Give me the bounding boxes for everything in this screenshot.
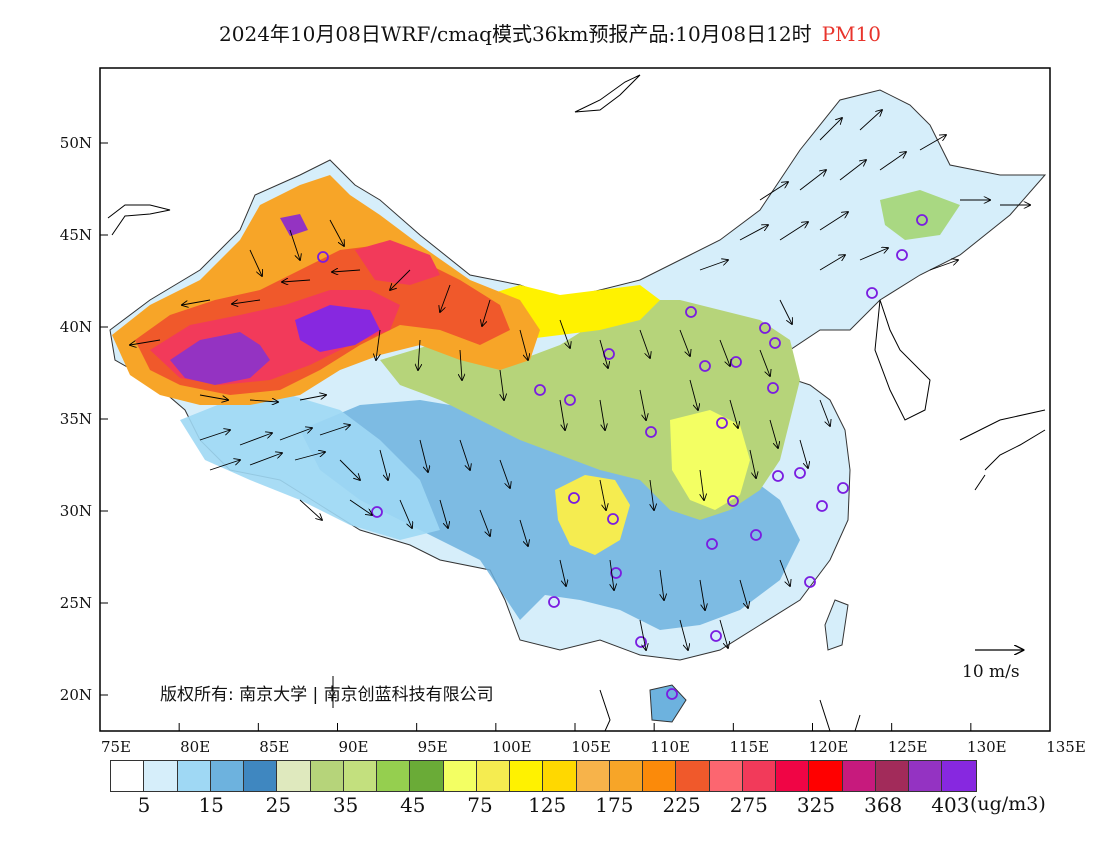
field-yellow-central [670,410,750,510]
taiwan-island [824,599,849,651]
field-yellow-sichuan [555,475,630,555]
x-tick-label: 135E [1046,738,1086,756]
colorbar-swatch [742,761,776,791]
colorbar-label: 25 [265,793,292,817]
colorbar-swatch [809,761,843,791]
field-purple-east [295,305,380,352]
x-axis: 75E 80E 85E 90E 95E 100E 105E 110E 115E 120E 125E 1… [99,723,1086,756]
x-tick-label: 130E [967,738,1007,756]
colorbar-swatch [277,761,311,791]
colorbar-swatch [244,761,278,791]
y-axis: 20N 25N 30N 35N 40N 45N 50N [60,134,108,704]
y-tick-label: 35N [60,410,92,428]
colorbar-swatch [443,761,477,791]
colorbar-label: 15 [198,793,224,817]
colorbar-swatch [776,761,810,791]
colorbar-label: 125 [528,793,567,817]
y-tick-label: 50N [60,134,92,152]
x-tick-label: 115E [730,738,770,756]
colorbar-label: 75 [467,793,493,817]
lake-balkhash [107,204,171,236]
colorbar-label: 45 [400,793,426,817]
lake-baikal [574,74,641,113]
colorbar-swatch [144,761,178,791]
field-purple-dzungaria [280,214,308,236]
colorbar-swatch [709,761,743,791]
x-tick-label: 100E [492,738,532,756]
y-tick-label: 20N [60,686,92,704]
y-tick-label: 45N [60,226,92,244]
colorbar-swatch [643,761,677,791]
y-tick-label: 30N [60,502,92,520]
japan-coastline [959,409,1046,491]
colorbar-swatch [377,761,411,791]
colorbar-swatch [410,761,444,791]
y-tick-label: 40N [60,318,92,336]
colorbar-swatch [609,761,643,791]
x-tick-label: 120E [809,738,849,756]
colorbar [110,760,977,792]
colorbar-swatch [510,761,544,791]
colorbar-label: 368 [864,793,903,817]
colorbar-swatch [111,761,145,791]
x-tick-label: 85E [259,738,289,756]
field-blue-mid [300,400,800,630]
colorbar-swatch [842,761,876,791]
station-markers [317,214,928,700]
colorbar-swatch [476,761,510,791]
colorbar-swatch [875,761,909,791]
pollutant-label: PM10 [821,22,881,46]
colorbar-swatch [543,761,577,791]
colorbar-swatch [942,761,976,791]
colorbar-swatch [177,761,211,791]
colorbar-label: 225 [662,793,701,817]
title-text: 2024年10月08日WRF/cmaq模式36km预报产品:10月08日12时 [219,22,812,46]
colorbar-swatch [576,761,610,791]
colorbar-swatch [676,761,710,791]
colorbar-label: 175 [595,793,634,817]
colorbar-label: 325 [796,793,836,817]
wind-vectors [130,110,1030,650]
vector-scale-label: 10 m/s [962,662,1020,682]
colorbar-swatch [310,761,344,791]
colorbar-label: 403 [931,793,970,817]
colorbar-units: (ug/m3) [970,793,1046,815]
colorbar-swatch [210,761,244,791]
copyright-text: 版权所有: 南京大学 | 南京创蓝科技有限公司 [160,685,494,705]
korea-coastline [874,299,931,421]
field-blue-tibet [180,395,440,540]
field-purple-taklimakan [170,332,270,385]
x-tick-label: 80E [180,738,210,756]
colorbar-label: 275 [729,793,768,817]
x-tick-label: 90E [338,738,368,756]
x-tick-label: 125E [888,738,928,756]
colorbar-swatch [909,761,943,791]
x-tick-label: 75E [101,738,131,756]
pm10-forecast-map: 75E 80E 85E 90E 95E 100E 105E 110E 115E 120E 125E 1… [60,67,1086,756]
x-tick-label: 105E [571,738,611,756]
colorbar-label: 5 [137,793,151,817]
indochina-coast [599,689,861,731]
colorbar-swatch [343,761,377,791]
map-title: 2024年10月08日WRF/cmaq模式36km预报产品:10月08日12时 P… [0,18,1100,47]
field-red-dzungaria [355,240,440,285]
x-tick-label: 110E [650,738,690,756]
y-tick-label: 25N [60,594,92,612]
colorbar-label: 35 [332,793,359,817]
x-tick-label: 95E [418,738,448,756]
